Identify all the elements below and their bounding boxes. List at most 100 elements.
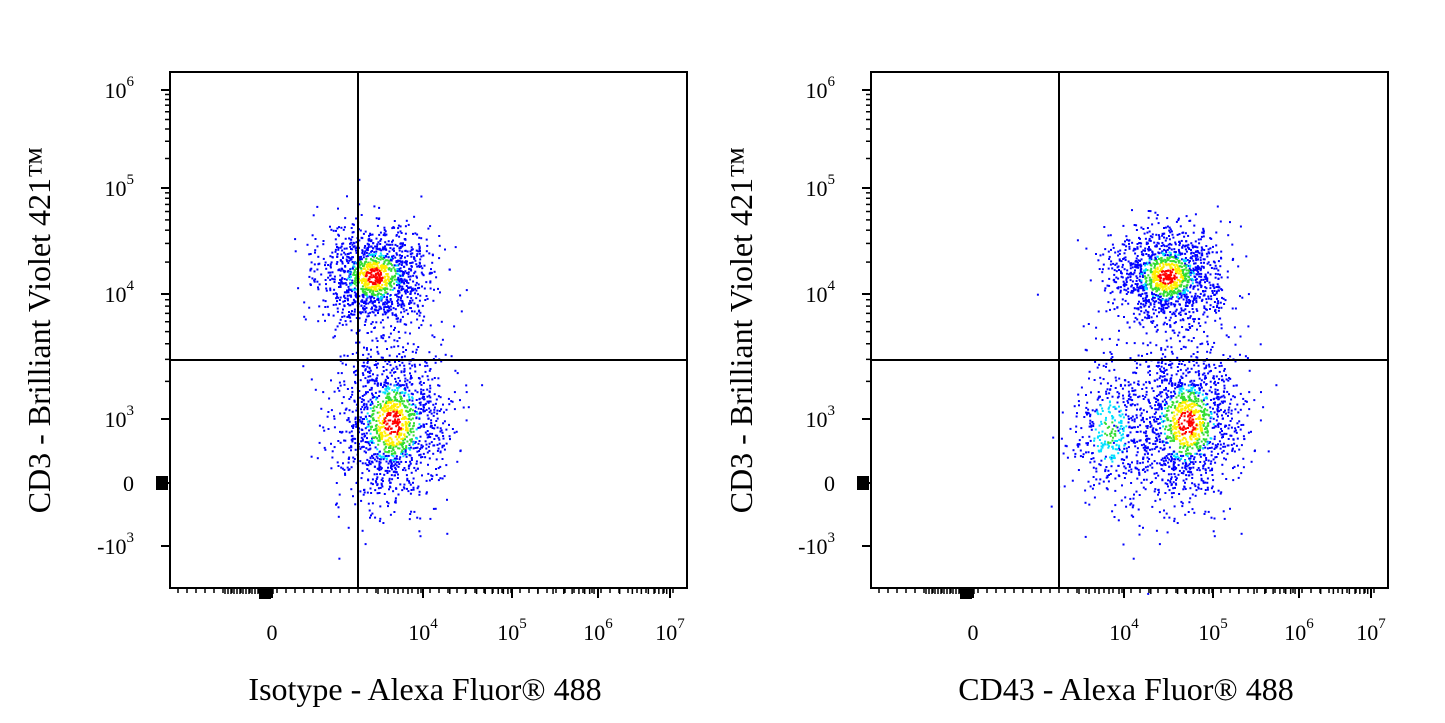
event-dot bbox=[372, 418, 375, 421]
event-dot bbox=[369, 457, 372, 460]
event-dot bbox=[316, 280, 319, 283]
event-dot bbox=[1193, 275, 1196, 278]
event-dot bbox=[369, 422, 372, 425]
event-dot bbox=[410, 457, 413, 459]
event-dot bbox=[421, 393, 424, 396]
event-dot bbox=[1177, 425, 1180, 428]
event-dot bbox=[386, 390, 389, 393]
event-dot bbox=[390, 461, 393, 464]
event-dot bbox=[1192, 279, 1195, 282]
event-dot bbox=[1195, 257, 1197, 260]
event-dot bbox=[1155, 433, 1158, 436]
event-dot bbox=[1170, 460, 1172, 463]
event-dot bbox=[1151, 223, 1154, 226]
event-dot bbox=[409, 250, 412, 253]
event-dot bbox=[362, 385, 365, 388]
event-dot bbox=[1204, 492, 1207, 495]
event-dot bbox=[1121, 298, 1124, 301]
event-dot bbox=[362, 399, 365, 402]
event-dot bbox=[1184, 481, 1186, 484]
event-dot bbox=[385, 273, 388, 275]
event-dot bbox=[1164, 388, 1167, 391]
event-dot bbox=[438, 410, 441, 412]
event-dot bbox=[438, 438, 441, 441]
event-dot bbox=[400, 270, 403, 273]
event-dot bbox=[1112, 246, 1115, 249]
event-dot bbox=[425, 491, 428, 494]
event-dot bbox=[434, 355, 437, 358]
event-dot bbox=[410, 489, 413, 491]
event-dot bbox=[396, 367, 399, 370]
event-dot bbox=[1182, 387, 1185, 390]
event-dot bbox=[414, 406, 417, 409]
event-dot bbox=[1202, 464, 1205, 467]
event-dot bbox=[1156, 328, 1159, 331]
event-dot bbox=[383, 430, 386, 433]
event-dot bbox=[1169, 269, 1172, 272]
event-dot bbox=[1214, 310, 1216, 312]
event-dot bbox=[333, 288, 336, 291]
x-tick-label: 0 bbox=[267, 620, 278, 645]
event-dot bbox=[370, 348, 372, 351]
event-dot bbox=[351, 243, 354, 246]
event-dot bbox=[1179, 253, 1182, 255]
event-dot bbox=[303, 301, 306, 304]
event-dot bbox=[1200, 299, 1203, 302]
event-dot bbox=[396, 420, 399, 423]
event-dot bbox=[422, 405, 425, 408]
event-dot bbox=[1148, 400, 1150, 403]
event-dot bbox=[365, 415, 367, 418]
event-dot bbox=[418, 423, 421, 426]
event-dot bbox=[388, 460, 391, 463]
event-dot bbox=[383, 448, 386, 451]
event-dot bbox=[341, 260, 344, 263]
event-dot bbox=[396, 403, 399, 406]
event-dot bbox=[399, 443, 402, 446]
event-dot bbox=[363, 302, 365, 304]
event-dot bbox=[1149, 425, 1152, 428]
event-dot bbox=[1142, 398, 1145, 400]
event-dot bbox=[1110, 260, 1113, 263]
event-dot bbox=[1220, 327, 1223, 330]
event-dot bbox=[363, 300, 366, 303]
event-dot bbox=[1126, 269, 1129, 272]
event-dot bbox=[320, 407, 323, 410]
event-dot bbox=[396, 278, 398, 281]
event-dot bbox=[395, 293, 398, 296]
event-dot bbox=[431, 261, 434, 264]
event-dot bbox=[372, 407, 375, 410]
event-dot bbox=[367, 263, 369, 266]
event-dot bbox=[317, 263, 320, 266]
event-dot bbox=[408, 454, 411, 457]
event-dot bbox=[389, 447, 392, 449]
event-dot bbox=[394, 445, 397, 448]
event-dot bbox=[1164, 259, 1167, 261]
event-dot bbox=[423, 264, 426, 267]
event-dot bbox=[403, 323, 406, 326]
event-dot bbox=[414, 404, 417, 407]
event-dot bbox=[369, 375, 372, 378]
event-dot bbox=[1112, 279, 1115, 282]
event-dot bbox=[336, 307, 339, 310]
event-dot bbox=[373, 269, 376, 272]
event-dot bbox=[1187, 339, 1190, 342]
event-dot bbox=[375, 406, 378, 409]
event-dot bbox=[1174, 291, 1177, 294]
event-dot bbox=[1176, 233, 1179, 236]
event-dot bbox=[370, 388, 373, 391]
event-dot bbox=[1179, 285, 1182, 288]
event-dot bbox=[354, 370, 357, 372]
event-dot bbox=[1275, 384, 1278, 387]
event-dot bbox=[1155, 245, 1158, 248]
event-dot bbox=[434, 361, 437, 364]
event-dot bbox=[362, 404, 365, 406]
event-dot bbox=[1222, 394, 1225, 397]
event-dot bbox=[373, 205, 376, 208]
event-dot bbox=[338, 226, 340, 229]
event-dot bbox=[405, 261, 407, 264]
event-dot bbox=[465, 384, 468, 387]
event-dot bbox=[1158, 270, 1161, 273]
event-dot bbox=[366, 425, 369, 428]
event-dot bbox=[407, 431, 409, 434]
